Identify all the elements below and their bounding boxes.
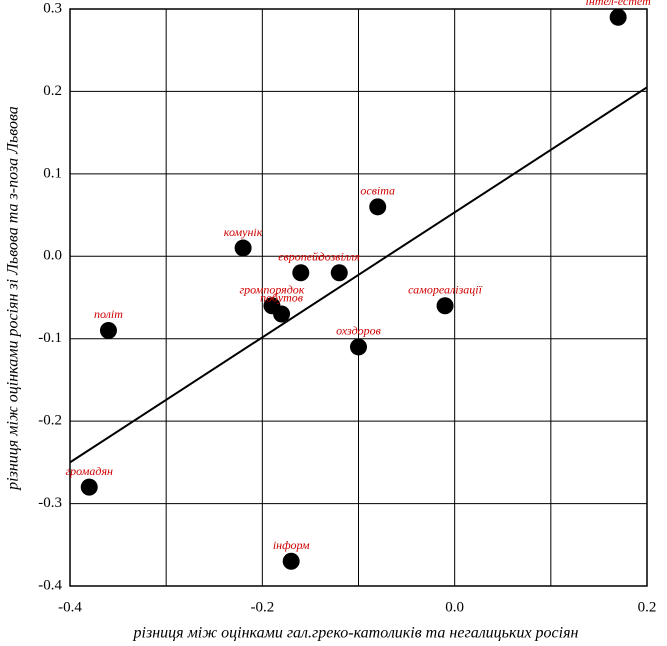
- point-label: освіта: [360, 184, 395, 198]
- point-label: інформ: [273, 538, 310, 552]
- point: [330, 264, 348, 282]
- point: [350, 338, 367, 356]
- x-tick-label: 0.2: [638, 599, 657, 615]
- point: [273, 305, 291, 323]
- point: [234, 239, 252, 257]
- y-axis-title: різниця між оцінками росіян зі Львова та…: [5, 106, 22, 491]
- y-tick-label: -0.3: [38, 495, 62, 511]
- point-label: громадян: [65, 464, 113, 478]
- point: [369, 198, 387, 216]
- point-label: побутов: [260, 291, 303, 305]
- x-axis-title: різниця між оцінками гал.греко-католиків…: [133, 625, 579, 642]
- point-label: дозвілля: [319, 250, 361, 264]
- point: [80, 478, 98, 496]
- fit-line: [69, 86, 648, 464]
- point-label: громпорядок: [239, 282, 304, 296]
- x-tick-label: 0.0: [445, 599, 464, 615]
- plot-frame: [69, 8, 648, 587]
- point: [609, 8, 627, 26]
- x-tick-label: -0.4: [58, 599, 82, 615]
- point-label: самореалізації: [408, 282, 482, 296]
- point-label: охздоров: [336, 324, 381, 338]
- point-label: європейс: [278, 250, 324, 264]
- point: [99, 321, 117, 339]
- y-tick-label: 0.1: [43, 165, 62, 181]
- x-tick-label: -0.2: [250, 599, 274, 615]
- y-tick-label: -0.4: [38, 577, 62, 593]
- y-tick-label: -0.1: [38, 330, 62, 346]
- point-label: комунік: [224, 225, 263, 239]
- point-label: політ: [94, 307, 123, 321]
- y-tick-label: 0.3: [43, 0, 62, 16]
- point: [282, 552, 300, 570]
- y-tick-label: 0.0: [43, 248, 62, 264]
- point-label: інтел-естет: [586, 0, 652, 8]
- point: [436, 297, 454, 315]
- y-tick-label: 0.2: [43, 83, 62, 99]
- point: [292, 264, 310, 282]
- y-tick-label: -0.2: [38, 413, 62, 429]
